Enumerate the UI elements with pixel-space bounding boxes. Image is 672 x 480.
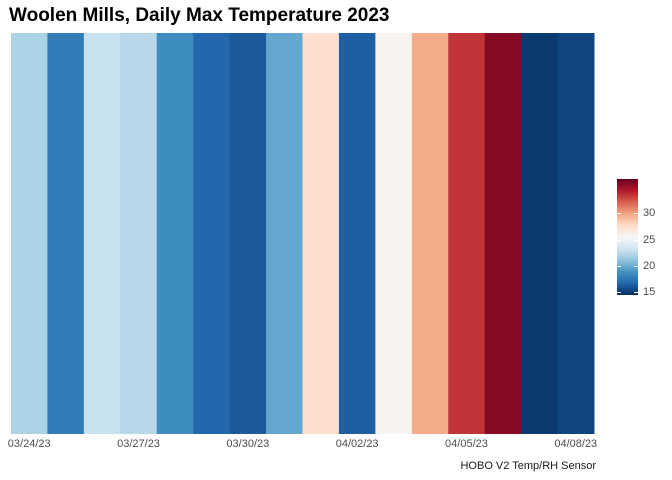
legend-tick-mark: [617, 239, 621, 241]
x-tick-label: 03/27/23: [117, 438, 160, 450]
color-legend: 15 20 25 30: [617, 179, 667, 299]
chart-title: Woolen Mills, Daily Max Temperature 2023: [9, 5, 390, 26]
stripes-group: [11, 33, 595, 434]
legend-tick-label: 20: [643, 260, 656, 272]
x-tick-label: 04/02/23: [336, 438, 379, 450]
legend-tick-mark: [634, 266, 638, 267]
legend-tick-label: 25: [643, 233, 656, 246]
heatmap-stripe: [193, 33, 231, 434]
heatmap-stripe: [83, 33, 121, 434]
heatmap-stripe: [47, 33, 85, 434]
heatmap-stripe: [266, 33, 303, 434]
x-tick-label: 04/08/23: [554, 438, 597, 450]
legend-tick-label: 30: [643, 207, 656, 220]
x-tick-label: 03/24/23: [8, 438, 51, 450]
chart-caption: HOBO V2 Temp/RH Sensor: [460, 460, 596, 472]
x-axis: 03/24/23 03/27/23 03/30/23 04/02/23 04/05/23…: [8, 438, 597, 450]
legend-tick-mark: [617, 266, 621, 267]
legend-tick-mark: [617, 213, 621, 215]
heatmap-stripe: [448, 33, 486, 434]
x-tick-label: 03/30/23: [226, 438, 269, 450]
heatmap-stripe: [375, 33, 413, 434]
heatmap-stripe: [302, 33, 340, 434]
heatmap-stripe: [557, 33, 595, 434]
x-tick-label: 04/05/23: [445, 438, 488, 450]
legend-tick-label: 15: [643, 286, 656, 299]
heatmap-stripe: [484, 33, 522, 434]
heatmap-stripe: [411, 33, 449, 434]
heatmap-stripe: [120, 33, 158, 434]
legend-tick-mark: [634, 292, 638, 294]
legend-tick-mark: [617, 292, 621, 294]
heatmap-stripe: [156, 33, 194, 434]
heatmap-stripe: [11, 33, 48, 434]
heatmap-stripe: [338, 33, 376, 434]
legend-tick-mark: [634, 239, 638, 241]
heatmap-stripe: [229, 33, 267, 434]
color-legend-bar: [617, 179, 638, 295]
heatmap-stripe: [521, 33, 559, 434]
legend-tick-mark: [634, 213, 638, 215]
